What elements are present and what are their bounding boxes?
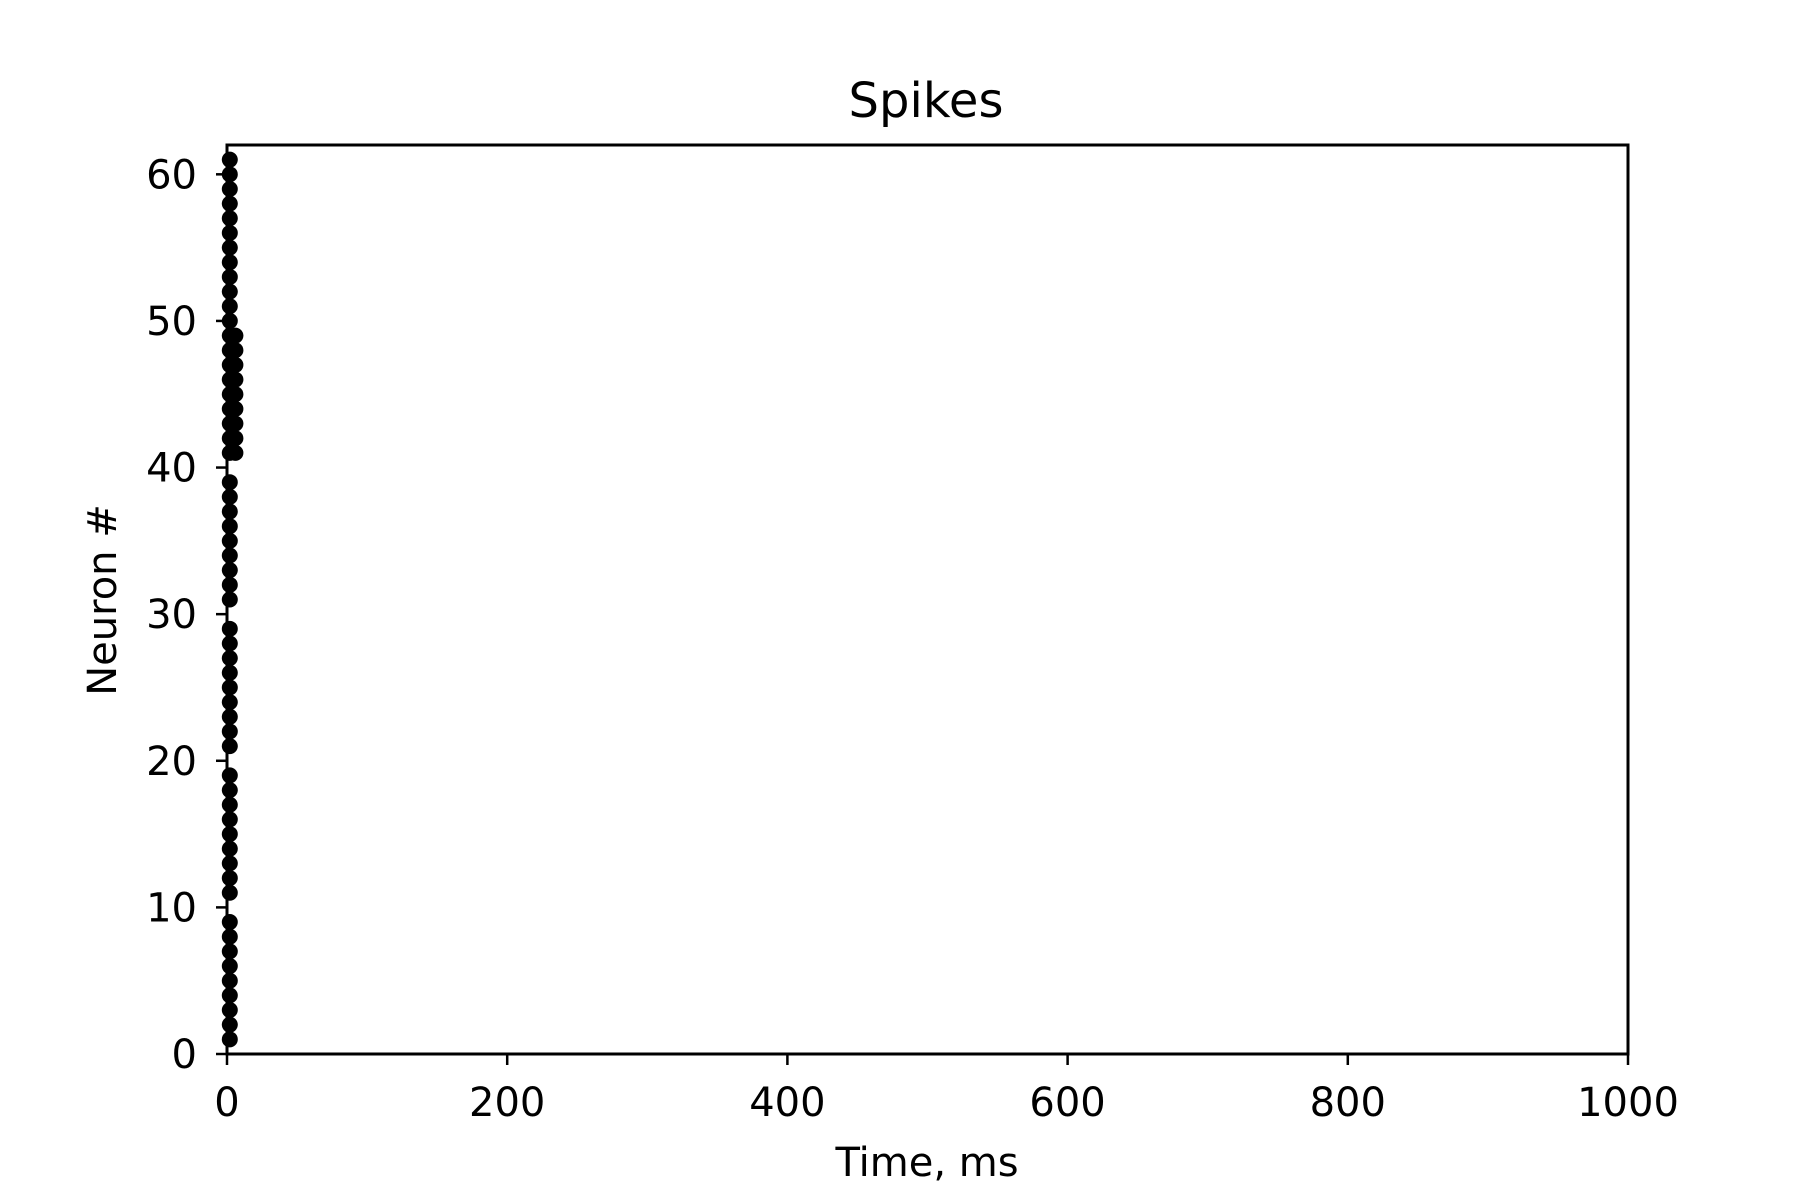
spike-point xyxy=(221,723,238,740)
chart-title: Spikes xyxy=(849,73,1004,129)
spike-point xyxy=(221,518,238,535)
spike-point xyxy=(227,327,244,344)
spike-point xyxy=(221,268,238,285)
x-tick-label: 800 xyxy=(1310,1080,1386,1126)
spike-point xyxy=(221,796,238,813)
spike-point xyxy=(221,943,238,960)
spike-point xyxy=(221,928,238,945)
spike-point xyxy=(221,474,238,491)
spike-point xyxy=(221,972,238,989)
spike-point xyxy=(221,870,238,887)
x-tick-label: 200 xyxy=(469,1080,545,1126)
spike-point xyxy=(221,1002,238,1019)
y-tick-label: 0 xyxy=(172,1032,197,1078)
y-tick-label: 30 xyxy=(146,592,197,638)
x-axis-label: Time, ms xyxy=(834,1140,1018,1186)
plot-frame xyxy=(225,143,1630,1056)
spike-point xyxy=(221,254,238,271)
spike-point xyxy=(221,664,238,681)
x-tick-label: 600 xyxy=(1029,1080,1105,1126)
y-tick-label: 10 xyxy=(146,885,197,931)
spike-point xyxy=(227,356,244,373)
spike-point xyxy=(221,195,238,212)
spike-point xyxy=(221,1031,238,1048)
spike-point xyxy=(221,547,238,564)
spike-point xyxy=(221,811,238,828)
spike-point xyxy=(221,738,238,755)
spike-point xyxy=(221,782,238,799)
y-axis-label: Neuron # xyxy=(80,504,126,696)
spike-point xyxy=(227,371,244,388)
spike-point xyxy=(221,576,238,593)
axis-ticks: 0 200 400 600 800 1000 0 10 20 30 40 50 60 xyxy=(146,152,1679,1126)
spike-point xyxy=(221,708,238,725)
spike-point xyxy=(221,562,238,579)
spike-point xyxy=(221,694,238,711)
spike-point xyxy=(227,415,244,432)
spike-point xyxy=(221,210,238,227)
spike-point xyxy=(221,884,238,901)
y-tick-label: 20 xyxy=(146,739,197,785)
spike-point xyxy=(221,840,238,857)
spike-point xyxy=(221,767,238,784)
spike-point xyxy=(221,312,238,329)
x-tick-label: 400 xyxy=(749,1080,825,1126)
spike-point xyxy=(221,914,238,931)
spike-point xyxy=(221,1016,238,1033)
spike-point xyxy=(221,620,238,637)
spike-point xyxy=(221,166,238,183)
spike-point xyxy=(221,488,238,505)
spike-point xyxy=(221,650,238,667)
spike-point xyxy=(221,679,238,696)
spike-point xyxy=(227,444,244,461)
spike-point xyxy=(221,635,238,652)
y-tick-label: 60 xyxy=(146,152,197,198)
spike-point xyxy=(221,826,238,843)
spike-point xyxy=(221,987,238,1004)
spike-point xyxy=(227,430,244,447)
spike-point xyxy=(227,400,244,417)
x-tick-label: 0 xyxy=(214,1080,239,1126)
x-tick-label: 1000 xyxy=(1577,1080,1679,1126)
spike-point xyxy=(221,224,238,241)
spike-point xyxy=(221,503,238,520)
spike-point xyxy=(221,151,238,168)
spike-point xyxy=(221,855,238,872)
spike-point xyxy=(221,591,238,608)
spike-point xyxy=(221,180,238,197)
spike-point xyxy=(227,386,244,403)
spike-point xyxy=(221,283,238,300)
spike-point xyxy=(221,958,238,975)
spike-point xyxy=(227,342,244,359)
y-tick-label: 40 xyxy=(146,446,197,492)
y-tick-label: 50 xyxy=(146,299,197,345)
spike-point xyxy=(221,298,238,315)
spike-point xyxy=(221,532,238,549)
spike-point xyxy=(221,239,238,256)
